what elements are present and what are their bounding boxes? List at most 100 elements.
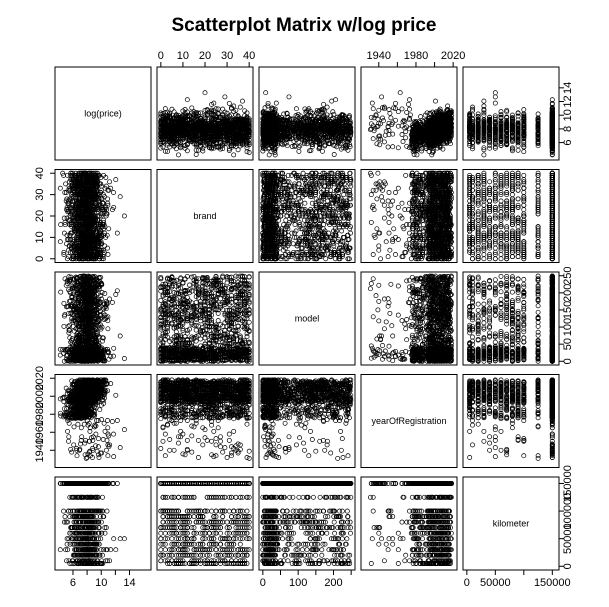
data-point <box>407 117 412 123</box>
data-point <box>231 143 237 148</box>
data-point <box>330 135 336 141</box>
panel-frame <box>258 66 356 161</box>
data-point <box>242 137 248 143</box>
data-point <box>321 136 327 141</box>
data-point <box>404 143 410 149</box>
data-point <box>390 144 396 150</box>
data-point <box>218 121 223 127</box>
data-point <box>237 135 243 141</box>
data-point <box>481 138 487 144</box>
data-point <box>470 104 475 110</box>
data-point <box>274 142 280 148</box>
data-point <box>287 136 293 142</box>
data-point <box>272 108 278 114</box>
data-point <box>244 114 250 120</box>
data-point <box>211 138 217 144</box>
data-point <box>293 124 299 130</box>
data-point <box>263 90 269 96</box>
data-point <box>158 145 164 151</box>
data-point <box>376 107 382 113</box>
data-point <box>235 147 241 153</box>
data-point <box>165 116 170 122</box>
data-point <box>380 118 386 124</box>
data-point <box>375 123 381 129</box>
data-point <box>307 112 313 118</box>
data-point <box>305 122 311 128</box>
data-point <box>310 132 316 138</box>
data-point <box>272 106 278 112</box>
data-point <box>182 142 188 148</box>
data-point <box>211 100 217 106</box>
data-point <box>222 118 228 124</box>
data-point <box>222 94 228 100</box>
data-point <box>191 131 197 136</box>
data-point <box>380 115 385 121</box>
data-point <box>233 144 239 149</box>
data-point <box>313 131 318 137</box>
data-point <box>244 149 250 155</box>
data-point <box>381 104 387 110</box>
data-point <box>429 123 435 129</box>
data-point <box>162 106 168 112</box>
data-point <box>305 131 311 137</box>
data-point <box>278 129 283 135</box>
data-point <box>332 143 338 149</box>
data-point <box>434 122 440 128</box>
data-point <box>160 132 166 138</box>
data-point <box>370 136 376 142</box>
data-point <box>386 120 392 126</box>
data-point <box>334 125 340 131</box>
data-point <box>222 123 228 129</box>
data-point <box>400 139 406 145</box>
data-point <box>224 137 230 143</box>
data-point <box>176 129 181 135</box>
data-point <box>300 134 306 140</box>
panel-log-price-vs-kilometer <box>462 66 560 161</box>
data-point <box>395 123 401 129</box>
data-points <box>467 90 555 158</box>
data-point <box>200 139 206 145</box>
data-point <box>189 110 195 116</box>
data-point <box>434 125 440 130</box>
data-point <box>382 132 388 138</box>
data-point <box>291 128 297 134</box>
data-point <box>436 129 442 135</box>
data-point <box>266 146 271 152</box>
data-point <box>393 100 398 106</box>
data-point <box>441 141 447 146</box>
data-point <box>292 119 298 125</box>
data-point <box>321 132 327 138</box>
data-point <box>261 118 266 124</box>
data-point <box>333 97 339 103</box>
data-point <box>279 141 285 146</box>
data-point <box>414 140 420 146</box>
data-point <box>233 125 239 130</box>
data-point <box>415 122 421 128</box>
data-point <box>310 142 316 148</box>
data-point <box>310 122 316 128</box>
data-point <box>265 100 271 106</box>
data-point <box>376 136 382 142</box>
data-point <box>272 123 278 129</box>
data-point <box>246 130 252 136</box>
data-point <box>407 97 412 103</box>
data-point <box>307 117 313 123</box>
data-point <box>426 148 432 154</box>
data-point <box>420 139 425 145</box>
data-point <box>376 133 382 139</box>
data-point <box>276 135 282 141</box>
data-point <box>169 106 175 112</box>
data-point <box>289 144 295 149</box>
data-point <box>413 135 419 141</box>
data-point <box>182 118 188 124</box>
data-point <box>387 110 393 116</box>
data-point <box>202 136 208 142</box>
data-point <box>198 138 204 144</box>
data-point <box>213 106 219 112</box>
data-point <box>400 119 406 125</box>
data-point <box>300 123 306 129</box>
data-point <box>437 106 443 112</box>
data-point <box>368 121 374 127</box>
data-point <box>296 121 302 127</box>
data-point <box>402 119 408 124</box>
